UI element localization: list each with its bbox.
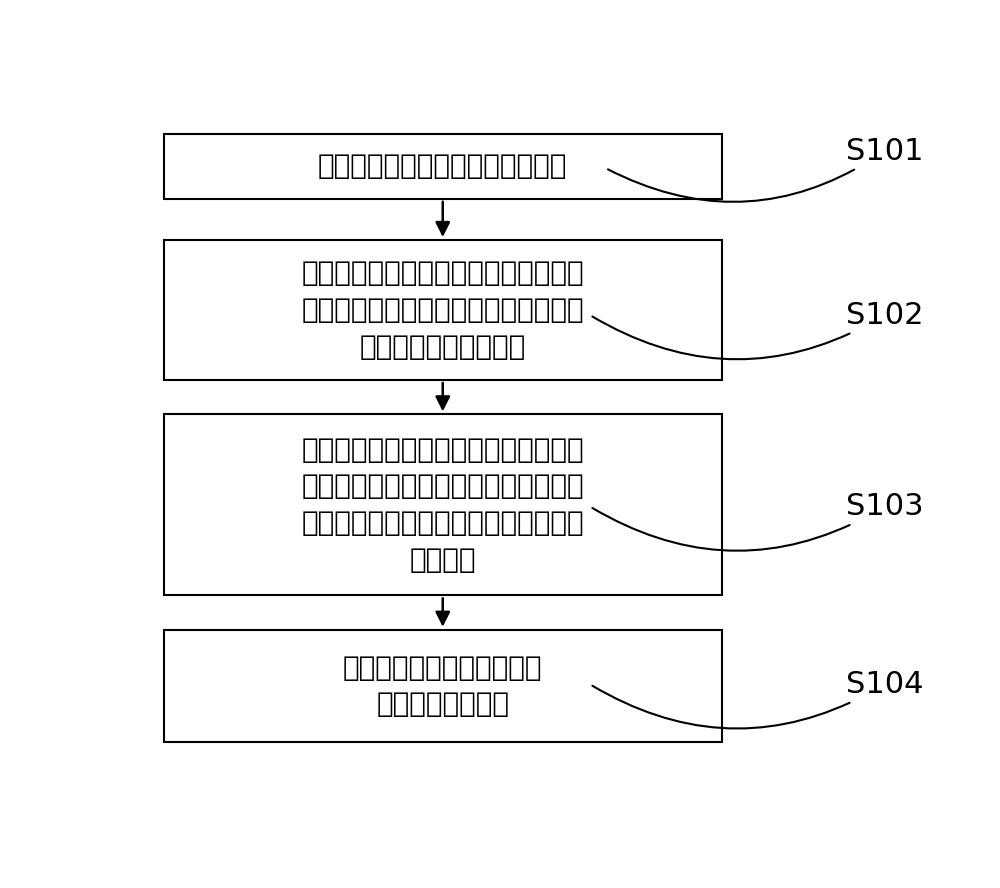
- Text: 对各目标对象的运动轨迹进行时空关系
的相似度建模，确定各目标对象的运动
轨迹之间的时空相似度: 对各目标对象的运动轨迹进行时空关系 的相似度建模，确定各目标对象的运动 轨迹之间…: [301, 259, 584, 361]
- Text: S102: S102: [592, 301, 923, 360]
- Bar: [164, 240, 722, 380]
- Bar: [164, 134, 722, 199]
- Text: S101: S101: [608, 137, 923, 202]
- Text: S103: S103: [592, 492, 923, 551]
- Text: 根据目标对象的组群对目标
对象进行组群分析: 根据目标对象的组群对目标 对象进行组群分析: [343, 654, 542, 718]
- Text: 利用各目标对象的运动轨迹之间的时空
相似度，对各目标对象的运动轨迹进行
聚类，得到时间和空间上相近的目标对
象的组群: 利用各目标对象的运动轨迹之间的时空 相似度，对各目标对象的运动轨迹进行 聚类，得…: [301, 436, 584, 574]
- Text: S104: S104: [592, 670, 923, 728]
- Bar: [164, 414, 722, 596]
- Bar: [164, 630, 722, 742]
- Text: 提取视频中各目标对象的运动轨迹: 提取视频中各目标对象的运动轨迹: [318, 153, 567, 180]
